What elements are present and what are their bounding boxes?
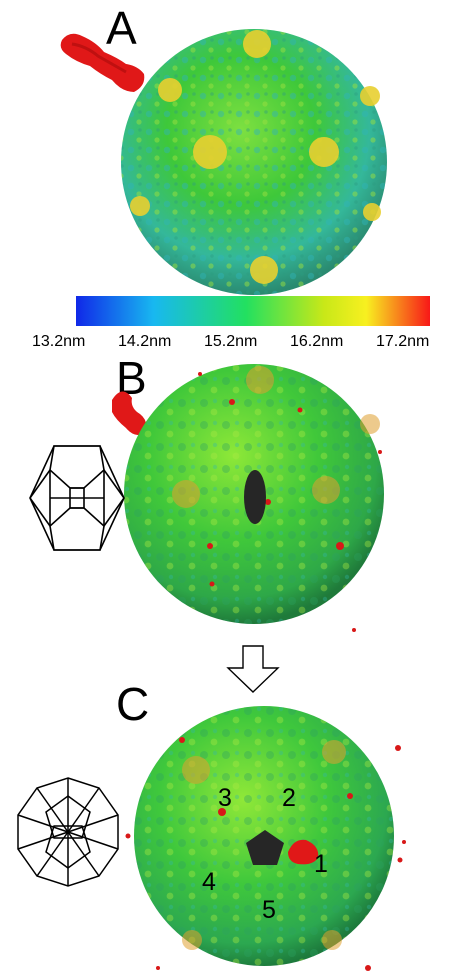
panel-b: B: [29, 352, 384, 632]
noise-speckles-b: [198, 372, 382, 632]
tick-label-0: 13.2nm: [32, 333, 85, 350]
tail-blob-c: [288, 839, 319, 865]
capsid-warm-patches-c: [182, 740, 346, 950]
vertex-label-4: 4: [202, 868, 216, 896]
vertex-label-5: 5: [262, 896, 276, 924]
down-arrow-icon: [226, 645, 280, 693]
tail-fiber-a: [60, 33, 145, 92]
vertex-label-1: 1: [314, 850, 328, 878]
capsid-warm-patches-b: [172, 366, 380, 508]
panel-c: C 1 2 3 4 5: [17, 678, 406, 971]
panel-label-a: A: [106, 2, 137, 54]
tail-blob-b: [112, 391, 147, 436]
tick-label-2: 15.2nm: [204, 333, 257, 350]
tick-label-4: 17.2nm: [376, 333, 429, 350]
panel-a: A: [60, 2, 387, 295]
color-scale-bar: 13.2nm 14.2nm 15.2nm 16.2nm 17.2nm: [32, 296, 430, 350]
icosahedron-fivefold-view-icon: [17, 777, 119, 887]
icosahedron-twofold-view-icon: [29, 445, 125, 551]
color-gradient: [76, 296, 430, 326]
tick-label-1: 14.2nm: [118, 333, 171, 350]
vertex-label-2: 2: [282, 784, 296, 812]
tick-label-3: 16.2nm: [290, 333, 343, 350]
fivefold-axis-symbol: [246, 830, 284, 865]
twofold-axis-symbol: [244, 470, 266, 524]
vertex-label-3: 3: [218, 784, 232, 812]
panel-label-c: C: [116, 678, 149, 730]
capsomer-highlights-a: [130, 30, 381, 284]
noise-speckles-c: [125, 737, 406, 971]
